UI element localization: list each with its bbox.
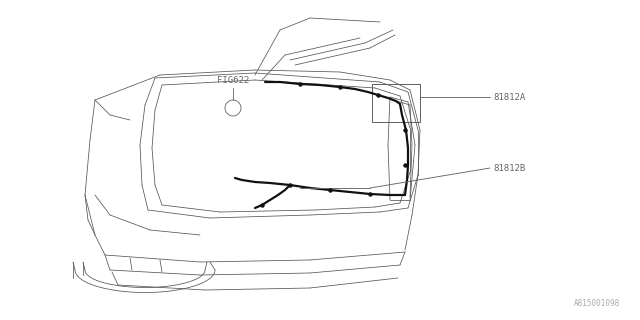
Text: 81812A: 81812A <box>493 93 525 102</box>
Text: FIG622: FIG622 <box>217 76 249 85</box>
Bar <box>372 84 420 122</box>
Text: A815001098: A815001098 <box>573 299 620 308</box>
Text: 81812B: 81812B <box>493 164 525 172</box>
